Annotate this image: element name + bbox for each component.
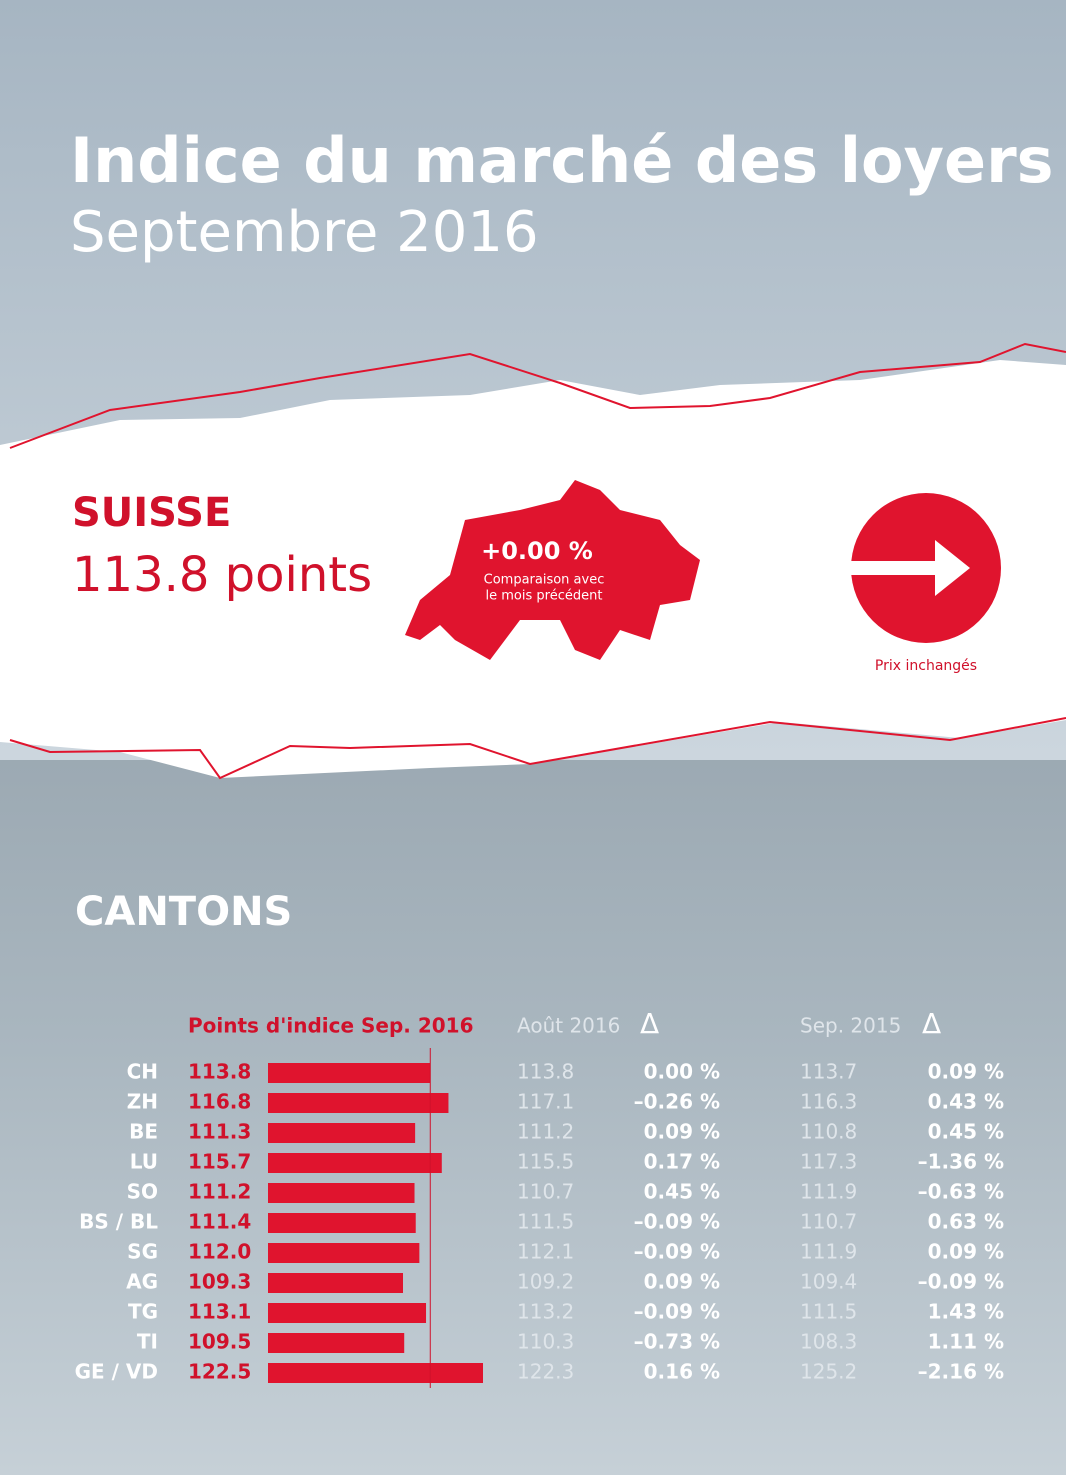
prev-month-value: 111.5 (517, 1210, 574, 1234)
arrow-shaft (851, 561, 943, 575)
bar (268, 1093, 449, 1113)
prev-year-value: 111.9 (800, 1180, 857, 1204)
prev-month-value: 110.3 (517, 1330, 574, 1354)
top-line (9, 342, 1066, 449)
trend-label: Prix inchangés (875, 658, 977, 674)
prev-year-value: 108.3 (800, 1330, 857, 1354)
index-value: 111.3 (188, 1120, 251, 1144)
index-value: 109.5 (188, 1330, 251, 1354)
index-value: 113.1 (188, 1300, 251, 1324)
arrow-head (935, 540, 970, 596)
bar (268, 1063, 431, 1083)
prev-year-change: –0.63 % (918, 1180, 1004, 1204)
prev-month-change: –0.26 % (634, 1090, 720, 1114)
title: Indice du marché des loyers (70, 124, 1054, 197)
canton-name: AG (126, 1270, 158, 1294)
suisse-change: +0.00 % (481, 537, 593, 565)
prev-year-value: 117.3 (800, 1150, 857, 1174)
prev-month-value: 113.2 (517, 1300, 574, 1324)
prev-month-value: 115.5 (517, 1150, 574, 1174)
prev-month-value: 113.8 (517, 1060, 574, 1084)
bar (268, 1363, 483, 1383)
prev-year-value: 116.3 (800, 1090, 857, 1114)
prev-year-value: 110.7 (800, 1210, 857, 1234)
prev-year-change: 0.63 % (928, 1210, 1004, 1234)
column-header: Points d'indice Sep. 2016 (188, 1014, 474, 1038)
prev-month-value: 117.1 (517, 1090, 574, 1114)
canton-name: ZH (127, 1090, 158, 1114)
prev-month-value: 111.2 (517, 1120, 574, 1144)
prev-year-value: 111.9 (800, 1240, 857, 1264)
prev-month-change: –0.09 % (634, 1210, 720, 1234)
note: le mois précédent (486, 589, 603, 604)
prev-year-change: 0.43 % (928, 1090, 1004, 1114)
prev-year-value: 125.2 (800, 1360, 857, 1384)
canton-name: CH (127, 1060, 158, 1084)
suisse-points: 113.8 points (72, 547, 372, 603)
prev-month-value: 122.3 (517, 1360, 574, 1384)
prev-year-change: 1.43 % (928, 1300, 1004, 1324)
prev-month-change: –0.09 % (634, 1300, 720, 1324)
prev-year-value: 109.4 (800, 1270, 857, 1294)
bar (268, 1243, 420, 1263)
prev-year-value: 110.8 (800, 1120, 857, 1144)
prev-year-change: –0.09 % (918, 1270, 1004, 1294)
index-value: 122.5 (188, 1360, 251, 1384)
bar (268, 1333, 405, 1353)
index-value: 111.4 (188, 1210, 251, 1234)
prev-year-change: –2.16 % (918, 1360, 1004, 1384)
canton-rows: CH 113.8 113.8 0.00 % 113.7 0.09 % ZH 116.8 117.… (75, 1048, 1004, 1388)
prev-month-value: 110.7 (517, 1180, 574, 1204)
subtitle: Septembre 2016 (70, 200, 539, 265)
bar (268, 1183, 415, 1203)
index-value: 116.8 (188, 1090, 251, 1114)
note: Comparaison avec (484, 573, 605, 588)
canton-name: TG (128, 1300, 158, 1324)
bottom-line (9, 717, 1066, 780)
bar (268, 1273, 403, 1293)
delta-symbol: Δ (922, 1007, 941, 1040)
index-value: 113.8 (188, 1060, 251, 1084)
canton-name: LU (130, 1150, 158, 1174)
bar (268, 1303, 427, 1323)
column-header: Sep. 2015 (800, 1014, 901, 1038)
index-value: 112.0 (188, 1240, 251, 1264)
prev-month-value: 109.2 (517, 1270, 574, 1294)
canton-name: BE (129, 1120, 158, 1144)
prev-month-change: 0.17 % (644, 1150, 720, 1174)
prev-month-value: 112.1 (517, 1240, 574, 1264)
prev-month-change: 0.45 % (644, 1180, 720, 1204)
suisse-label: SUISSE (72, 490, 231, 536)
canton-name: GE / VD (75, 1360, 158, 1384)
prev-month-change: –0.73 % (634, 1330, 720, 1354)
index-value: 111.2 (188, 1180, 251, 1204)
column-header: Août 2016 (517, 1014, 620, 1038)
canton-name: SO (127, 1180, 158, 1204)
prev-month-change: –0.09 % (634, 1240, 720, 1264)
bar (268, 1123, 416, 1143)
bar (268, 1213, 416, 1233)
prev-month-change: 0.09 % (644, 1120, 720, 1144)
prev-month-change: 0.00 % (644, 1060, 720, 1084)
canton-name: TI (137, 1330, 158, 1354)
prev-year-change: 0.09 % (928, 1060, 1004, 1084)
canton-name: BS / BL (79, 1210, 158, 1234)
canton-name: SG (127, 1240, 158, 1264)
prev-year-value: 111.5 (800, 1300, 857, 1324)
cantons-title: CANTONS (75, 889, 292, 935)
switzerland-map (405, 480, 700, 660)
delta-symbol: Δ (640, 1007, 659, 1040)
prev-year-change: 1.11 % (928, 1330, 1004, 1354)
prev-year-value: 113.7 (800, 1060, 857, 1084)
prev-year-change: 0.09 % (928, 1240, 1004, 1264)
index-value: 109.3 (188, 1270, 251, 1294)
prev-month-change: 0.16 % (644, 1360, 720, 1384)
prev-year-change: –1.36 % (918, 1150, 1004, 1174)
bar (268, 1153, 442, 1173)
prev-year-change: 0.45 % (928, 1120, 1004, 1144)
prev-month-change: 0.09 % (644, 1270, 720, 1294)
index-value: 115.7 (188, 1150, 251, 1174)
